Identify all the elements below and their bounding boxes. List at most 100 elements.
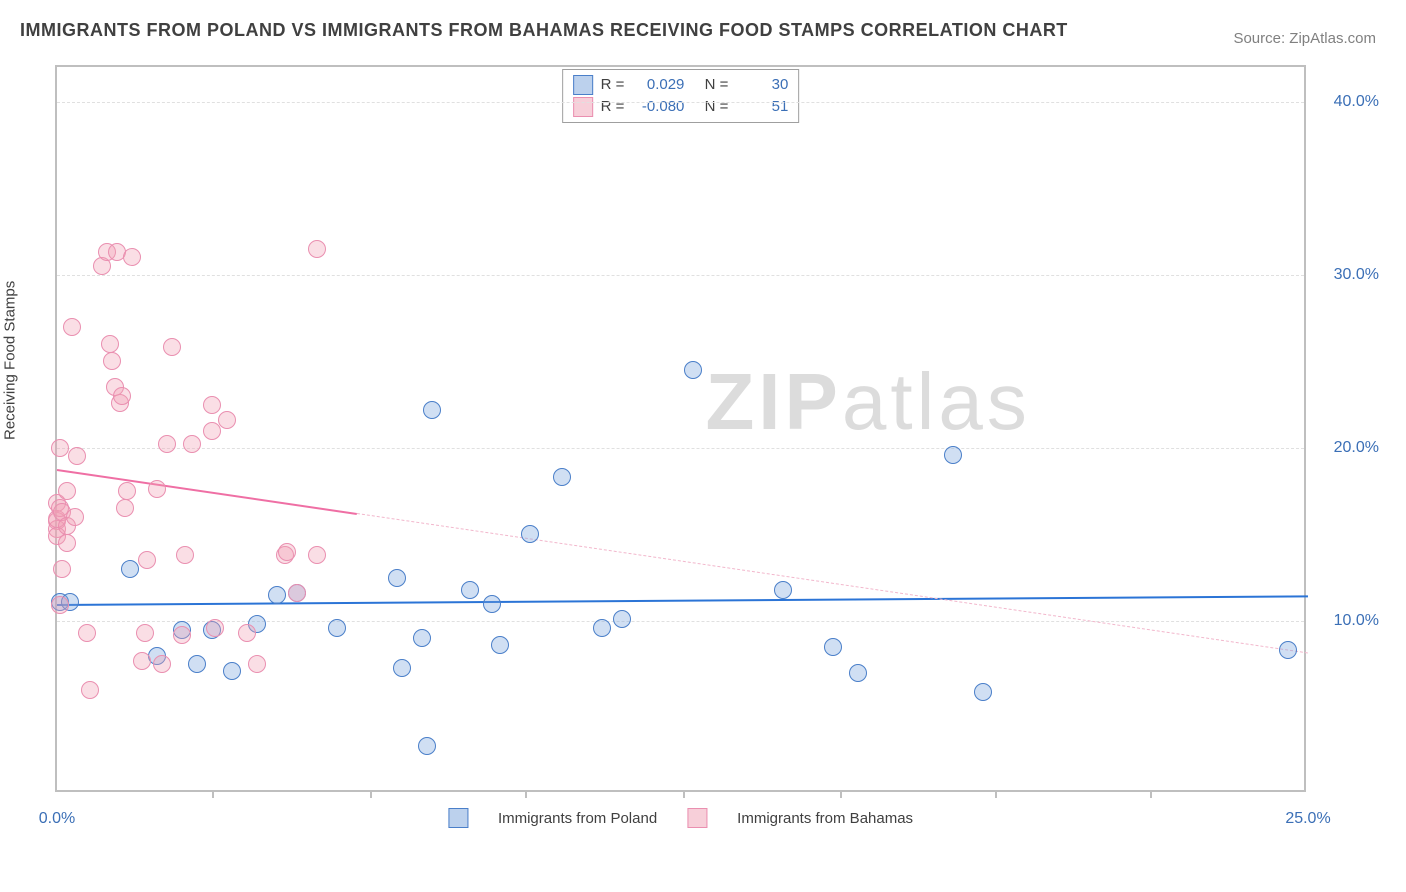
data-point: [418, 737, 436, 755]
stat-n-label: N =: [705, 74, 729, 96]
data-point: [238, 624, 256, 642]
y-tick-label: 10.0%: [1334, 612, 1379, 630]
data-point: [393, 659, 411, 677]
data-point: [51, 596, 69, 614]
data-point: [423, 401, 441, 419]
data-point: [51, 439, 69, 457]
data-point: [58, 534, 76, 552]
data-point: [173, 626, 191, 644]
data-point: [148, 480, 166, 498]
x-tick: [212, 790, 214, 798]
source-attribution: Source: ZipAtlas.com: [1233, 30, 1376, 47]
data-point: [103, 352, 121, 370]
data-point: [163, 338, 181, 356]
y-tick-label: 40.0%: [1334, 93, 1379, 111]
y-tick-label: 20.0%: [1334, 439, 1379, 457]
x-tick: [525, 790, 527, 798]
y-tick-label: 30.0%: [1334, 266, 1379, 284]
x-tick: [1150, 790, 1152, 798]
correlation-chart: IMMIGRANTS FROM POLAND VS IMMIGRANTS FRO…: [0, 0, 1406, 892]
data-point: [53, 560, 71, 578]
stats-legend-box: R = 0.029 N = 30 R = -0.080 N = 51: [562, 69, 800, 123]
data-point: [176, 546, 194, 564]
data-point: [78, 624, 96, 642]
trend-line: [57, 595, 1308, 606]
data-point: [138, 551, 156, 569]
data-point: [133, 652, 151, 670]
gridline: [57, 275, 1304, 276]
watermark: ZIPatlas: [705, 356, 1030, 448]
swatch-blue-icon: [573, 75, 593, 95]
data-point: [491, 636, 509, 654]
data-point: [388, 569, 406, 587]
data-point: [118, 482, 136, 500]
data-point: [461, 581, 479, 599]
data-point: [116, 499, 134, 517]
stat-n-label: N =: [705, 96, 729, 118]
data-point: [483, 595, 501, 613]
data-point: [58, 482, 76, 500]
data-point: [774, 581, 792, 599]
data-point: [684, 361, 702, 379]
data-point: [521, 525, 539, 543]
x-tick-label: 25.0%: [1285, 810, 1330, 828]
data-point: [206, 619, 224, 637]
x-tick: [370, 790, 372, 798]
data-point: [278, 543, 296, 561]
data-point: [1279, 641, 1297, 659]
stat-r-value: 0.029: [632, 74, 684, 96]
legend-label-bahamas: Immigrants from Bahamas: [737, 810, 913, 827]
data-point: [944, 446, 962, 464]
swatch-pink-icon: [687, 808, 707, 828]
chart-title: IMMIGRANTS FROM POLAND VS IMMIGRANTS FRO…: [20, 20, 1068, 41]
data-point: [553, 468, 571, 486]
data-point: [153, 655, 171, 673]
data-point: [288, 584, 306, 602]
data-point: [218, 411, 236, 429]
trend-line: [57, 469, 358, 515]
data-point: [223, 662, 241, 680]
data-point: [63, 318, 81, 336]
x-tick: [840, 790, 842, 798]
data-point: [328, 619, 346, 637]
series-legend: Immigrants from Poland Immigrants from B…: [448, 808, 913, 828]
data-point: [101, 335, 119, 353]
data-point: [136, 624, 154, 642]
gridline: [57, 448, 1304, 449]
x-tick: [683, 790, 685, 798]
data-point: [68, 447, 86, 465]
stats-row-bahamas: R = -0.080 N = 51: [573, 96, 789, 118]
gridline: [57, 102, 1304, 103]
data-point: [121, 560, 139, 578]
data-point: [203, 396, 221, 414]
data-point: [824, 638, 842, 656]
data-point: [613, 610, 631, 628]
data-point: [248, 655, 266, 673]
swatch-pink-icon: [573, 97, 593, 117]
data-point: [123, 248, 141, 266]
data-point: [268, 586, 286, 604]
gridline: [57, 621, 1304, 622]
stats-row-poland: R = 0.029 N = 30: [573, 74, 789, 96]
data-point: [188, 655, 206, 673]
data-point: [974, 683, 992, 701]
y-axis-label: Receiving Food Stamps: [2, 281, 19, 440]
stat-r-label: R =: [601, 96, 625, 118]
data-point: [81, 681, 99, 699]
data-point: [593, 619, 611, 637]
data-point: [158, 435, 176, 453]
data-point: [308, 546, 326, 564]
legend-label-poland: Immigrants from Poland: [498, 810, 657, 827]
data-point: [308, 240, 326, 258]
plot-area: ZIPatlas R = 0.029 N = 30 R = -0.080 N =…: [55, 65, 1306, 792]
data-point: [183, 435, 201, 453]
data-point: [66, 508, 84, 526]
stat-n-value: 30: [736, 74, 788, 96]
data-point: [113, 387, 131, 405]
x-tick: [995, 790, 997, 798]
stat-r-label: R =: [601, 74, 625, 96]
x-tick-label: 0.0%: [39, 810, 75, 828]
data-point: [413, 629, 431, 647]
trend-line: [357, 513, 1308, 653]
data-point: [849, 664, 867, 682]
